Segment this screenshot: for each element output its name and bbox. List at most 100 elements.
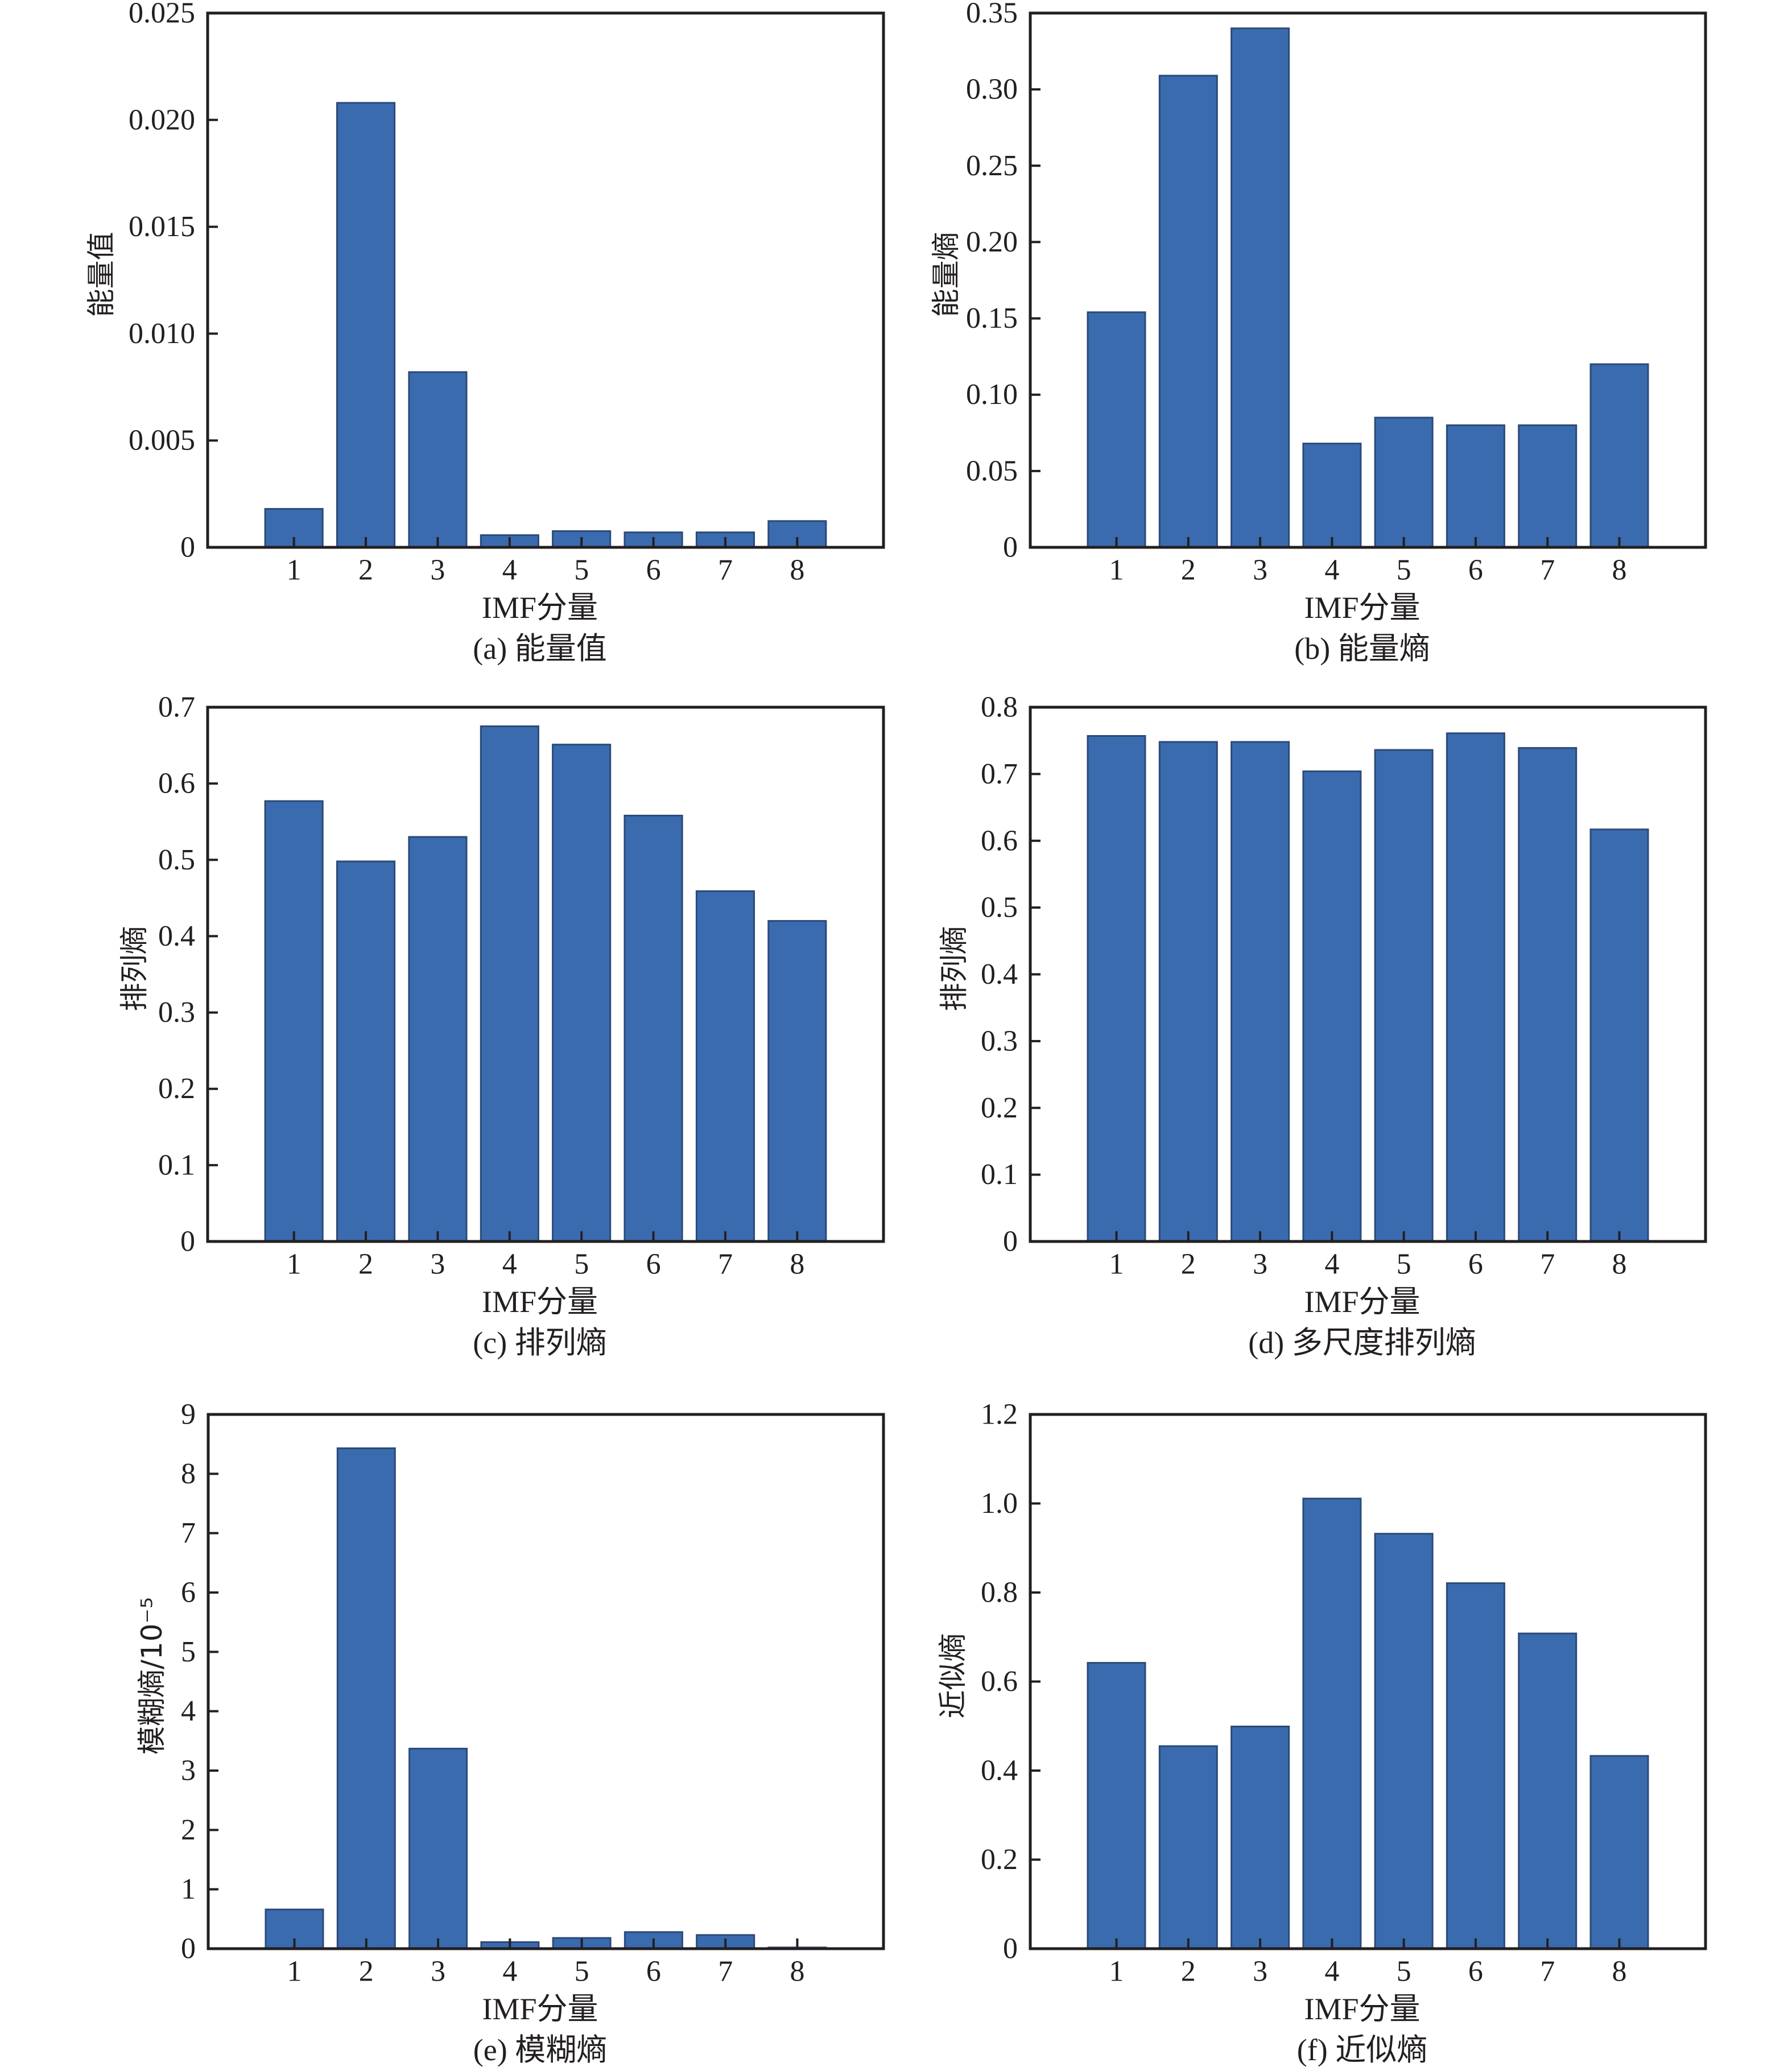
- panel-caption: (a) 能量值: [473, 632, 606, 666]
- xtick-label: 6: [1468, 1248, 1483, 1281]
- ytick-label: 1.2: [981, 1398, 1018, 1431]
- ytick-label: 0.20: [966, 226, 1018, 258]
- ytick-label: 0.3: [981, 1025, 1018, 1057]
- ytick-label: 8: [181, 1458, 196, 1490]
- bar-d-imf-8: [1589, 828, 1649, 1243]
- xtick-label: 5: [1397, 1956, 1411, 1988]
- bar-a-imf-3: [408, 371, 468, 548]
- bar-a-imf-2: [336, 102, 396, 548]
- xtick-label: 8: [1612, 554, 1626, 587]
- ytick-label: 0.6: [158, 768, 195, 800]
- xtick-label: 8: [1612, 1956, 1626, 1988]
- xtick-label: 4: [1324, 554, 1339, 587]
- xtick-label: 3: [1253, 554, 1267, 587]
- xtick-label: 4: [1324, 1956, 1339, 1988]
- ytick-label: 0.020: [129, 104, 195, 136]
- ytick-label: 0.8: [981, 1577, 1018, 1609]
- xtick-label: 6: [646, 1248, 661, 1281]
- bar-e-imf-3: [408, 1747, 468, 1950]
- bar-f-imf-8: [1589, 1755, 1649, 1950]
- bar-f-imf-7: [1518, 1632, 1578, 1950]
- bar-d-imf-4: [1302, 770, 1362, 1243]
- ytick-label: 0.005: [129, 424, 195, 457]
- axes-frame-b: [1029, 11, 1707, 549]
- bar-f-imf-6: [1446, 1582, 1505, 1950]
- ytick-label: 0.2: [981, 1092, 1018, 1124]
- xtick-label: 7: [718, 1956, 733, 1988]
- ytick-label: 0.6: [981, 1665, 1018, 1698]
- x-axis-title: IMF分量: [1304, 1992, 1420, 2026]
- xtick-label: 5: [1397, 1248, 1411, 1281]
- xtick-label: 1: [1109, 1956, 1124, 1988]
- bar-b-imf-4: [1302, 443, 1362, 548]
- ytick-label: 0.05: [966, 455, 1018, 487]
- ytick-label: 0.4: [158, 920, 195, 952]
- xtick-label: 6: [1468, 1956, 1483, 1988]
- panel-caption: (f) 近似熵: [1297, 2033, 1427, 2067]
- ytick-label: 0.025: [129, 0, 195, 30]
- ytick-label: 0: [180, 1226, 195, 1258]
- panel-b: 0 0.05 0.10 0.15 0.20 0.25 0.30 0.35 1 2 3 4 5 6 7 8 IMF…: [930, 0, 1707, 666]
- xtick-label: 2: [1181, 1248, 1196, 1281]
- ytick-label: 0: [180, 531, 195, 564]
- axes-frame-e: [207, 1413, 885, 1950]
- bar-c-imf-2: [336, 860, 396, 1243]
- x-axis-title: IMF分量: [1304, 591, 1420, 625]
- bar-c-imf-3: [408, 836, 468, 1243]
- ytick-label: 0.015: [129, 211, 195, 243]
- xtick-label: 3: [430, 554, 445, 587]
- y-axis-title: 排列熵: [118, 926, 151, 1012]
- ytick-label: 0: [1003, 1933, 1018, 1965]
- ytick-label: 0.35: [966, 0, 1018, 30]
- panel-caption: (e) 模糊熵: [473, 2033, 607, 2067]
- bar-c-imf-7: [695, 890, 755, 1243]
- bar-b-imf-2: [1158, 75, 1218, 548]
- bar-c-imf-6: [624, 815, 683, 1243]
- xtick-label: 7: [1540, 1248, 1555, 1281]
- xtick-label: 6: [646, 1956, 661, 1988]
- bar-d-imf-7: [1518, 747, 1578, 1243]
- ytick-label: 1.0: [981, 1487, 1018, 1520]
- xtick-label: 2: [358, 554, 373, 587]
- ytick-label: 5: [181, 1636, 196, 1668]
- xtick-label: 5: [574, 554, 589, 587]
- x-axis-title: IMF分量: [1304, 1285, 1420, 1319]
- y-axis-title: 近似熵: [936, 1633, 969, 1719]
- xtick-label: 7: [1540, 554, 1555, 587]
- bar-d-imf-1: [1087, 735, 1146, 1243]
- ytick-label: 0: [1003, 531, 1018, 564]
- xtick-label: 7: [718, 554, 733, 587]
- bar-b-imf-6: [1446, 424, 1505, 548]
- ytick-label: 0.5: [981, 892, 1018, 924]
- xtick-label: 6: [646, 554, 661, 587]
- y-axis-title: 排列熵: [938, 926, 971, 1012]
- xtick-label: 2: [1181, 554, 1196, 587]
- bar-e-imf-2: [336, 1447, 396, 1950]
- panel-c: 0 0.1 0.2 0.3 0.4 0.5 0.6 0.7 1 2 3 4 5 6 7 8 IMF分量 (c) 排…: [118, 691, 885, 1360]
- xtick-label: 3: [1253, 1248, 1267, 1281]
- xtick-label: 3: [1253, 1956, 1267, 1988]
- ytick-label: 0.4: [981, 1755, 1018, 1787]
- ytick-label: 0.10: [966, 378, 1018, 411]
- xtick-label: 5: [575, 1956, 589, 1988]
- bar-b-imf-5: [1374, 416, 1434, 548]
- ytick-label: 0.25: [966, 150, 1018, 182]
- x-axis-title: IMF分量: [482, 591, 598, 625]
- xtick-label: 4: [502, 1248, 517, 1281]
- bar-d-imf-5: [1374, 749, 1434, 1243]
- ytick-label: 0.3: [158, 996, 195, 1029]
- y-axis-title: 能量熵: [930, 232, 963, 317]
- xtick-label: 4: [1324, 1248, 1339, 1281]
- ytick-label: 0.1: [981, 1158, 1018, 1191]
- bar-c-imf-4: [480, 725, 539, 1243]
- bar-c-imf-8: [767, 920, 827, 1243]
- panel-d: 0 0.1 0.2 0.3 0.4 0.5 0.6 0.7 0.8 1 2 3 4 5 6 7 8 IMF分量 (d…: [938, 691, 1707, 1360]
- xtick-label: 7: [718, 1248, 733, 1281]
- ytick-label: 0.6: [981, 824, 1018, 857]
- ytick-label: 0.1: [158, 1149, 195, 1181]
- axes-frame-c: [206, 706, 885, 1243]
- ytick-label: 0.2: [981, 1843, 1018, 1876]
- xtick-label: 3: [430, 1248, 445, 1281]
- panel-caption: (b) 能量熵: [1294, 632, 1430, 666]
- x-axis-title: IMF分量: [482, 1992, 598, 2026]
